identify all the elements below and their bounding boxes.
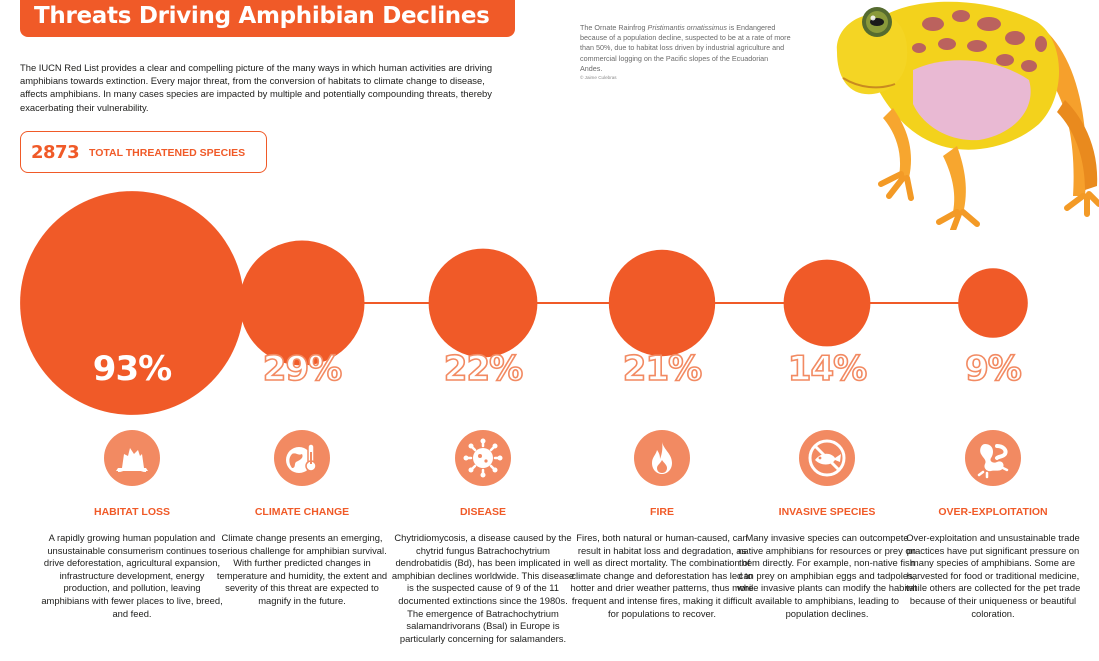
- category-description: A rapidly growing human population and u…: [41, 532, 223, 619]
- category-description: Many invasive species can outcompete nat…: [737, 532, 917, 619]
- value-label-invasive-species: 14%: [788, 349, 866, 389]
- caption-species: Pristimantis ornatissimus: [647, 23, 728, 32]
- category-description: Climate change presents an emerging, ser…: [216, 532, 388, 606]
- category-name: CLIMATE CHANGE: [254, 506, 350, 518]
- intro-text: The IUCN Red List provides a clear and c…: [20, 62, 493, 113]
- bubble-habitat-loss: [20, 191, 244, 415]
- total-number: 2873: [31, 142, 80, 163]
- tree-stump-icon: [104, 430, 160, 486]
- virus-icon: [455, 430, 511, 486]
- bubble-disease: [428, 248, 538, 358]
- frog-photo: [836, 1, 1099, 230]
- category-description: Over-exploitation and unsustainable trad…: [905, 532, 1081, 619]
- category-name: HABITAT LOSS: [93, 506, 171, 518]
- value-label-disease: 22%: [444, 349, 522, 389]
- category-disease: DISEASE Chytridiomycosis, a disease cause…: [391, 430, 575, 645]
- caption-text-rest: is Endangered because of a population de…: [580, 23, 791, 73]
- category-climate-change: CLIMATE CHANGE Climate change presents an…: [212, 430, 392, 608]
- frog-legs-icon: [965, 430, 1021, 486]
- category-name: FIRE: [650, 506, 674, 518]
- value-label-climate-change: 29%: [263, 349, 341, 389]
- bubble-climate-change: [239, 240, 365, 366]
- category-name: INVASIVE SPECIES: [778, 506, 876, 518]
- caption-text: The Ornate Rainfrog: [580, 23, 648, 32]
- no-fish-icon: [799, 430, 855, 486]
- category-habitat-loss: HABITAT LOSS A rapidly growing human popu…: [41, 430, 223, 620]
- total-label: TOTAL THREATENED SPECIES: [89, 147, 246, 159]
- photo-credit: © Jaime Culebras: [580, 75, 617, 81]
- bubble-invasive-species: [783, 259, 871, 347]
- page-title: Threats Driving Amphibian Declines: [34, 3, 490, 29]
- flame-icon: [634, 430, 690, 486]
- category-over-exploitation: OVER-EXPLOITATION Over-exploitation and u…: [903, 430, 1083, 620]
- category-fire: FIRE Fires, both natural or human-caused,…: [570, 430, 754, 620]
- bubble-over-exploitation: [958, 268, 1028, 338]
- photo-caption: The Ornate Rainfrog Pristimantis ornatis…: [580, 23, 792, 82]
- value-label-fire: 21%: [623, 349, 701, 389]
- bubble-fire: [608, 249, 716, 357]
- threat-bubble-chart: 93% 29% 22% 21% 14% 9%: [20, 191, 1028, 415]
- value-label-over-exploitation: 9%: [965, 349, 1021, 389]
- value-label-habitat-loss: 93%: [93, 349, 171, 389]
- category-name: DISEASE: [459, 506, 507, 518]
- category-name: OVER-EXPLOITATION: [938, 506, 1048, 518]
- globe-thermometer-icon: [274, 430, 330, 486]
- category-description: Chytridiomycosis, a disease caused by th…: [391, 532, 575, 644]
- category-description: Fires, both natural or human-caused, can…: [570, 532, 754, 619]
- category-invasive-species: INVASIVE SPECIES Many invasive species ca…: [737, 430, 917, 620]
- title-banner: Threats Driving Amphibian Declines: [20, 0, 515, 37]
- total-threatened-box: 2873 TOTAL THREATENED SPECIES: [20, 131, 267, 173]
